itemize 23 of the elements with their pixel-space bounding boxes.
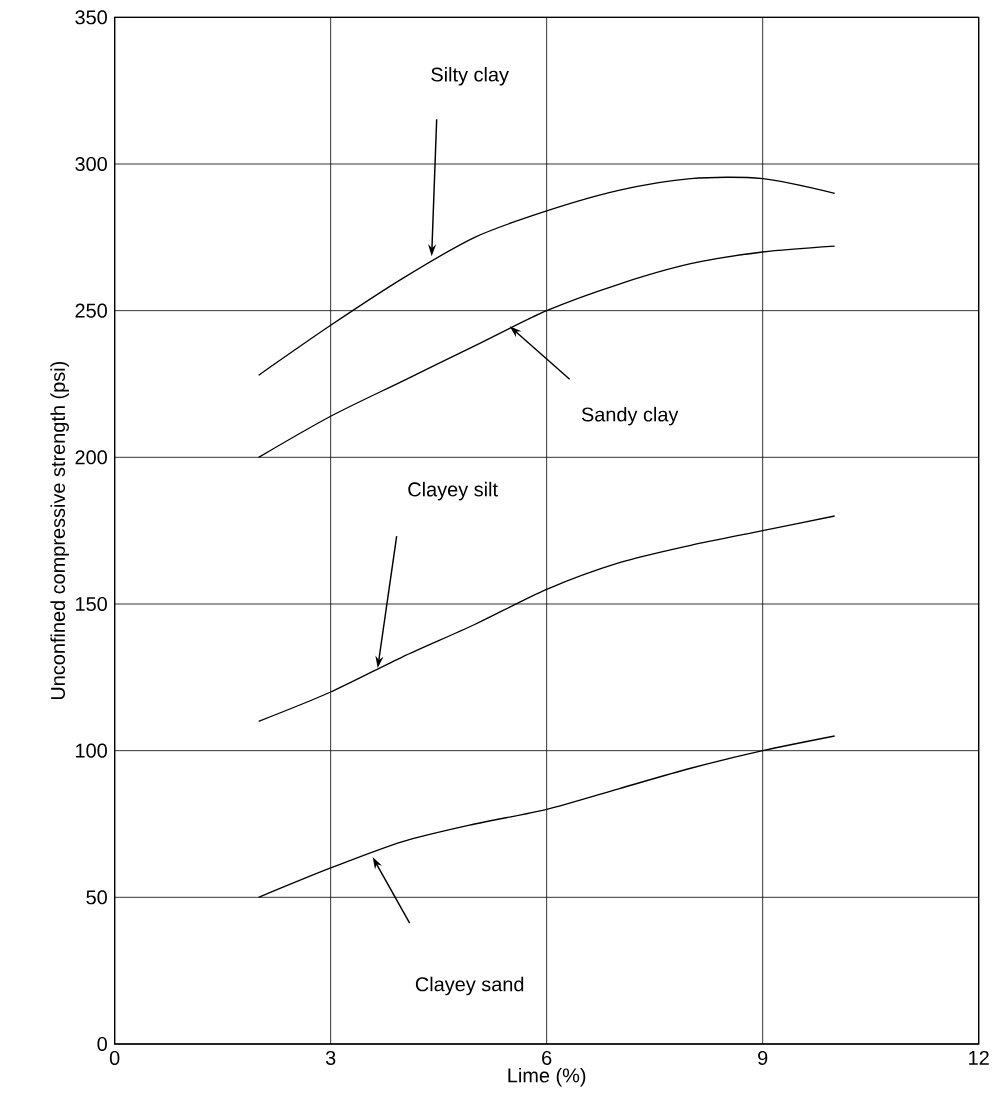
x-tick-label: 0 xyxy=(109,1050,120,1065)
x-tick-label: 3 xyxy=(325,1050,336,1065)
x-tick-label: 9 xyxy=(758,1050,768,1065)
line-series xyxy=(258,245,836,458)
line-series xyxy=(258,735,836,898)
y-axis-title: Unconfined compressive strength (psi) xyxy=(50,361,69,700)
y-tick-label: 0 xyxy=(97,1036,107,1052)
y-tick-label: 150 xyxy=(76,596,107,612)
annotation: Silty clay xyxy=(431,66,509,86)
annotation: Clayey sand xyxy=(415,976,524,996)
x-tick-label: 6 xyxy=(542,1050,552,1065)
line-series xyxy=(258,515,836,722)
x-axis-title: Lime (%) xyxy=(508,1067,586,1087)
y-tick-label: 350 xyxy=(75,10,107,25)
annotation: Clayey silt xyxy=(408,481,498,501)
y-tick-label: 250 xyxy=(75,303,107,318)
y-tick-label: 300 xyxy=(75,156,107,172)
annotation: Sandy clay xyxy=(581,406,679,426)
y-tick-label: 200 xyxy=(75,450,107,465)
x-tick-label: 12 xyxy=(969,1050,989,1065)
y-tick-label: 50 xyxy=(86,890,107,905)
line-series xyxy=(258,176,836,376)
y-tick-label: 100 xyxy=(76,743,107,758)
